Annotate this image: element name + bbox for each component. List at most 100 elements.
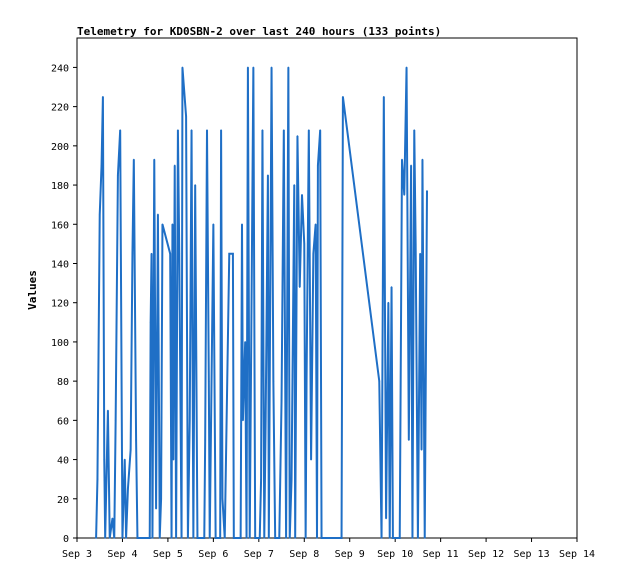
data-point — [108, 537, 111, 539]
data-point — [121, 537, 124, 539]
data-point — [228, 252, 231, 255]
data-point — [296, 135, 299, 137]
data-point — [263, 537, 266, 539]
data-point — [95, 537, 97, 539]
data-point — [107, 409, 109, 412]
data-point — [392, 537, 394, 539]
data-point — [113, 537, 116, 539]
data-point — [264, 419, 267, 422]
data-point — [155, 507, 157, 510]
data-point — [160, 497, 162, 500]
data-point — [172, 458, 175, 461]
data-point — [387, 301, 390, 304]
data-point — [310, 458, 312, 461]
data-point — [408, 439, 410, 441]
data-point — [421, 158, 424, 161]
data-point — [214, 537, 217, 539]
data-point — [117, 174, 119, 177]
data-point — [171, 223, 174, 226]
data-point — [173, 164, 176, 167]
data-point — [170, 537, 173, 539]
data-point — [317, 164, 319, 167]
data-point — [169, 252, 171, 255]
data-point — [129, 448, 132, 451]
x-tick-label: Sep 10 — [377, 549, 413, 560]
data-point — [219, 537, 221, 539]
data-point — [136, 537, 139, 539]
y-tick-label: 140 — [51, 259, 69, 270]
data-point — [340, 537, 343, 539]
y-tick-label: 60 — [57, 416, 69, 427]
data-point — [188, 419, 191, 422]
y-axis-label: Values — [26, 270, 39, 310]
data-point — [342, 96, 344, 98]
data-point — [398, 537, 401, 539]
series-line — [95, 67, 428, 539]
data-point — [413, 129, 416, 131]
data-point — [380, 537, 383, 539]
y-tick-label: 200 — [51, 142, 69, 153]
data-point — [426, 190, 428, 192]
data-point — [148, 537, 151, 539]
data-point — [150, 252, 153, 255]
x-tick-label: Sep 5 — [153, 549, 183, 560]
data-point — [258, 537, 261, 539]
data-point — [288, 537, 291, 539]
data-point — [401, 158, 403, 161]
y-tick-label: 0 — [63, 534, 69, 545]
data-point — [119, 129, 121, 131]
data-point — [248, 537, 251, 539]
data-point — [414, 243, 417, 245]
y-tick-label: 100 — [51, 338, 69, 349]
data-point — [114, 419, 117, 422]
x-tick-label: Sep 4 — [107, 549, 137, 560]
data-point — [212, 223, 215, 226]
y-tick-label: 180 — [51, 181, 69, 192]
data-point — [204, 439, 206, 441]
x-tick-label: Sep 9 — [335, 549, 365, 560]
data-point — [96, 478, 99, 480]
data-point — [303, 243, 306, 245]
data-point — [187, 537, 189, 539]
data-point — [153, 158, 156, 161]
data-point — [267, 174, 269, 177]
series-layer — [95, 66, 428, 539]
data-point — [411, 537, 414, 539]
data-point — [319, 129, 321, 131]
data-point — [135, 439, 137, 441]
data-point — [261, 129, 264, 131]
x-tick-label: Sep 14 — [559, 549, 595, 560]
data-point — [245, 537, 248, 539]
data-point — [123, 458, 126, 461]
data-point — [283, 129, 285, 131]
data-point — [403, 194, 406, 196]
data-point — [175, 537, 177, 539]
data-point — [178, 252, 181, 255]
data-point — [308, 129, 310, 131]
data-point — [133, 158, 135, 161]
y-tick-label: 220 — [51, 103, 69, 114]
y-tick-label: 160 — [51, 220, 69, 231]
data-point — [272, 380, 275, 382]
x-tick-label: Sep 6 — [198, 549, 228, 560]
data-point — [316, 537, 318, 539]
data-point — [111, 517, 114, 520]
y-tick-label: 20 — [57, 495, 69, 506]
data-point — [161, 223, 164, 226]
data-point — [244, 341, 246, 343]
data-point — [100, 164, 103, 167]
chart-title: Telemetry for KD0SBN-2 over last 240 hou… — [77, 25, 441, 38]
data-point — [285, 537, 287, 539]
data-point — [233, 537, 235, 539]
y-tick-label: 120 — [51, 299, 69, 310]
data-point — [221, 497, 224, 500]
data-point — [304, 537, 307, 539]
data-point — [127, 488, 129, 490]
data-point — [254, 537, 256, 539]
data-point — [208, 537, 211, 539]
data-point — [151, 537, 154, 539]
data-point — [385, 517, 387, 520]
data-point — [190, 129, 193, 131]
y-tick-label: 40 — [57, 456, 69, 467]
